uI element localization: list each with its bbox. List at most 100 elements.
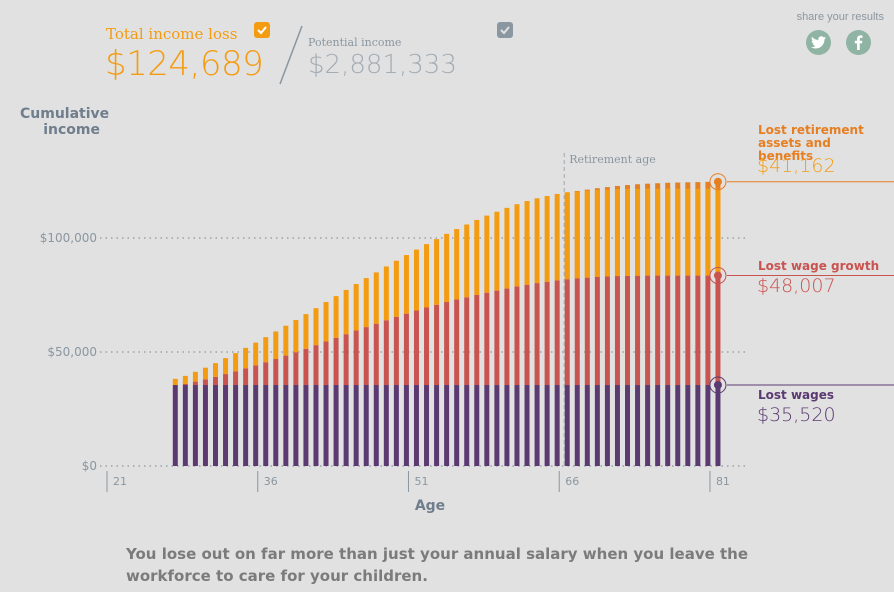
potential-income-checkbox[interactable]	[497, 22, 513, 38]
bar-segment	[223, 358, 229, 375]
bar-segment	[474, 219, 480, 295]
bar-segment	[464, 297, 470, 386]
bar-segment	[534, 385, 540, 466]
bar-segment	[614, 385, 620, 466]
bar-segment	[635, 188, 641, 276]
bar-segment	[604, 276, 610, 386]
bar-segment	[705, 188, 711, 276]
bar-segment	[504, 207, 510, 289]
bar-segment	[323, 302, 329, 342]
bar-segment	[594, 385, 600, 466]
chart-bars	[172, 181, 721, 466]
bar-segment	[413, 249, 419, 311]
bar-segment	[514, 286, 520, 386]
bar-segment	[283, 325, 289, 356]
bar-segment	[212, 363, 218, 377]
x-axis-label: Age	[414, 498, 446, 514]
bar-segment	[715, 385, 721, 466]
bar-segment	[534, 283, 540, 386]
bar-segment	[273, 331, 279, 360]
bar-segment	[444, 385, 450, 466]
bar-segment	[574, 385, 580, 466]
bar-segment	[243, 368, 249, 386]
bar-segment	[705, 385, 711, 466]
checkmark-icon	[500, 26, 510, 35]
bar-segment	[172, 378, 178, 386]
bar-segment	[313, 385, 319, 466]
bar-segment	[403, 385, 409, 466]
bar-segment	[504, 288, 510, 386]
bar-segment	[594, 276, 600, 386]
bar-segment	[434, 304, 440, 386]
twitter-share-button[interactable]	[806, 30, 831, 55]
bar-segment	[625, 385, 631, 466]
bar-segment	[243, 385, 249, 466]
bar-segment	[514, 204, 520, 287]
bar-segment	[474, 294, 480, 386]
bar-segment	[614, 189, 620, 277]
y-axis-label: Cumulative income	[20, 106, 110, 138]
bar-segment	[333, 337, 339, 386]
checkmark-icon	[257, 26, 267, 35]
bar-segment	[403, 313, 409, 386]
bar-segment	[685, 385, 691, 466]
bar-segment	[464, 385, 470, 466]
wage-growth-marker-dot	[713, 271, 722, 280]
x-tick-label: 51	[414, 475, 428, 488]
bar-segment	[424, 307, 430, 386]
bar-segment	[675, 385, 681, 466]
bar-segment	[635, 275, 641, 386]
bar-segment	[373, 323, 379, 386]
bar-segment	[202, 385, 208, 466]
bar-segment	[645, 385, 651, 466]
bar-segment	[243, 347, 249, 369]
bar-segment	[655, 188, 661, 276]
bar-segment	[504, 385, 510, 466]
y-tick-label: $50,000	[47, 345, 97, 359]
bar-segment	[695, 275, 701, 386]
bar-segment	[393, 385, 399, 466]
chart-axis: Retirement age 21 36 51 66 81	[106, 153, 730, 492]
footer-message: You lose out on far more than just your …	[126, 545, 749, 585]
bar-segment	[635, 385, 641, 466]
bar-segment	[444, 302, 450, 386]
bar-segment	[343, 289, 349, 335]
bar-segment	[665, 275, 671, 386]
bar-segment	[263, 385, 269, 466]
bar-segment	[263, 337, 269, 363]
bar-segment	[705, 275, 711, 386]
bar-segment	[434, 385, 440, 466]
bar-segment	[223, 385, 229, 466]
bar-segment	[393, 316, 399, 386]
total-income-loss-value: $124,689	[105, 44, 264, 84]
facebook-share-button[interactable]	[846, 30, 871, 55]
wage-growth-value: $48,007	[757, 275, 836, 297]
bar-segment	[212, 376, 218, 386]
bar-segment	[614, 276, 620, 386]
bar-segment	[202, 367, 208, 380]
bar-segment	[564, 192, 570, 280]
bar-segment	[192, 371, 198, 382]
bar-segment	[353, 284, 359, 331]
lost-wages-label: Lost wages	[758, 388, 835, 402]
bar-segment	[715, 275, 721, 386]
bar-segment	[604, 189, 610, 277]
bar-segment	[544, 385, 550, 466]
bar-segment	[253, 342, 259, 366]
x-tick-label: 81	[716, 475, 730, 488]
bar-segment	[444, 233, 450, 303]
bar-segment	[554, 280, 560, 386]
bar-segment	[685, 275, 691, 386]
bar-segment	[524, 385, 530, 466]
bar-segment	[675, 188, 681, 276]
chart-grid: $0 $50,000 $100,000	[40, 231, 748, 473]
total-income-checkbox[interactable]	[254, 22, 270, 38]
bar-segment	[544, 281, 550, 386]
retirement-assets-value: $41,162	[757, 155, 836, 177]
bar-segment	[474, 385, 480, 466]
retirement-marker-ring	[709, 173, 727, 191]
bar-segment	[363, 385, 369, 466]
bar-segment	[403, 255, 409, 314]
bar-segment	[303, 348, 309, 386]
